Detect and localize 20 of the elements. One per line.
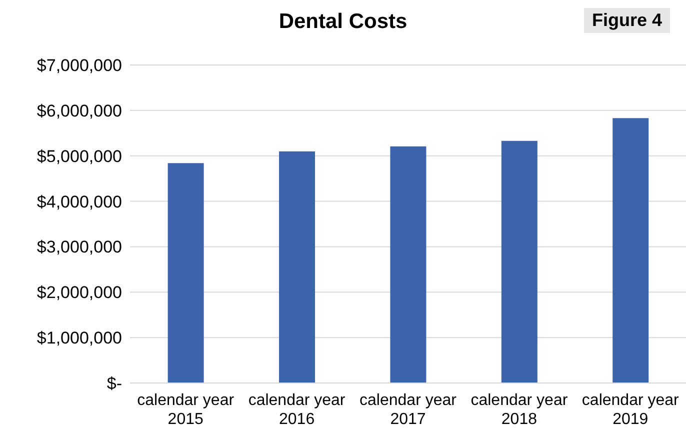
bar [501,140,538,383]
y-tick-label: $- [106,374,122,394]
y-tick-label: $7,000,000 [36,56,122,76]
bar [390,146,426,383]
y-tick-label: $1,000,000 [36,328,122,348]
bar [612,118,649,383]
x-tick-label: calendar year 2016 [248,392,346,428]
bar [168,163,204,383]
x-tick-label: calendar year 2018 [470,392,568,428]
y-tick-label: $5,000,000 [36,146,122,166]
x-tick-label: calendar year 2015 [137,392,235,428]
x-tick-label: calendar year 2019 [582,392,680,428]
bar [279,151,316,383]
y-tick-label: $6,000,000 [36,101,122,120]
y-tick-label: $3,000,000 [36,238,122,257]
y-tick-label: $4,000,000 [36,192,122,212]
chart-title: Dental Costs [278,10,408,33]
x-tick-label: calendar year 2017 [360,392,458,428]
caption: Figure 4 [584,8,670,33]
y-tick-label: $2,000,000 [36,283,122,302]
